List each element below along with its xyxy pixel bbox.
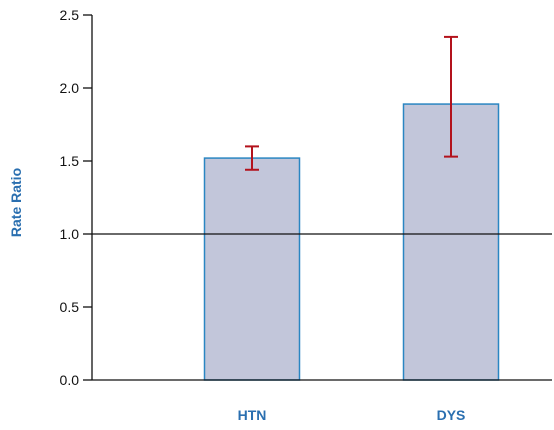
error-bars [245,35,458,171]
category-labels: HTN DYS [238,407,466,423]
y-tick-label: 2.0 [60,80,80,96]
y-tick-label: 0.5 [60,299,80,315]
error-bar-htn [245,145,259,171]
category-label-dys: DYS [437,407,466,423]
y-axis: 0.0 0.5 1.0 1.5 2.0 2.5 [60,7,93,388]
error-bar-dys [444,35,458,158]
category-label-htn: HTN [238,407,267,423]
y-tick-label: 1.5 [60,153,80,169]
y-tick-label: 1.0 [60,226,80,242]
y-tick-label: 0.0 [60,372,80,388]
y-tick-label: 2.5 [60,7,80,23]
y-axis-title: Rate Ratio [8,168,24,237]
bar-htn [203,157,301,381]
